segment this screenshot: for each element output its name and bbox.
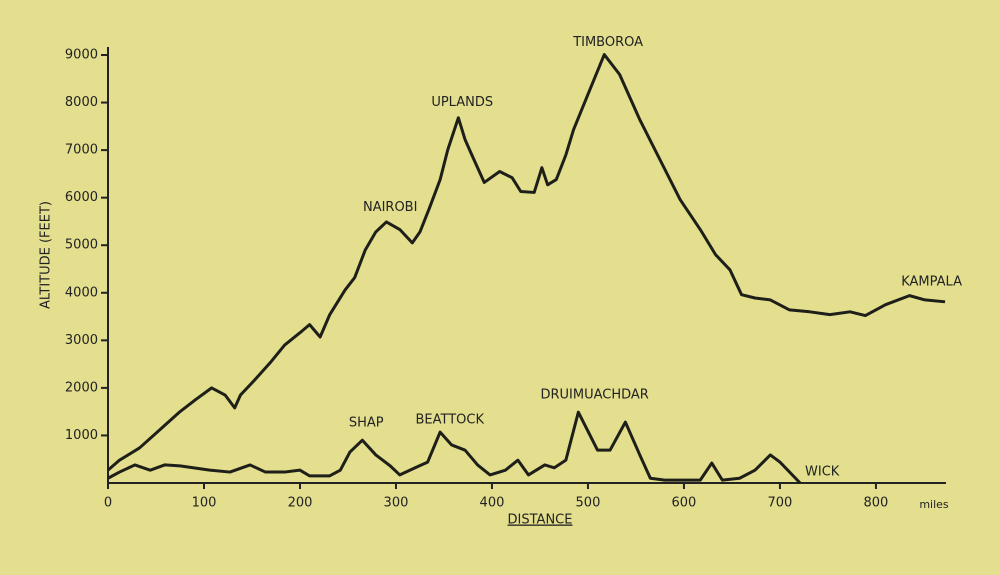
x-tick-label: 300: [384, 496, 409, 511]
y-tick-label: 3000: [65, 333, 98, 348]
y-axis-label: ALTITUDE (FEET): [39, 201, 54, 309]
annotation: SHAP: [349, 416, 384, 431]
y-tick-label: 8000: [65, 95, 98, 110]
annotation: BEATTOCK: [415, 412, 484, 427]
y-tick-label: 4000: [65, 285, 98, 300]
annotation: DRUIMUACHDAR: [540, 388, 648, 403]
y-tick-label: 1000: [65, 428, 98, 443]
line: [107, 410, 802, 485]
annotation: TIMBOROA: [572, 35, 643, 50]
x-tick-label: 0: [104, 496, 112, 511]
x-tick-label: 700: [768, 496, 793, 511]
x-tick-label: 400: [480, 496, 505, 511]
y-tick-label: 6000: [65, 190, 98, 205]
x-unit-label: miles: [919, 498, 949, 511]
y-tick-label: 9000: [65, 48, 98, 63]
x-tick-label: 500: [576, 496, 601, 511]
x-tick-label: 600: [672, 496, 697, 511]
x-tick-label: 800: [864, 496, 889, 511]
annotation: KAMPALA: [901, 274, 962, 289]
y-tick-label: 5000: [65, 238, 98, 253]
x-axis-label: DISTANCE: [508, 513, 573, 528]
y-tick-label: 7000: [65, 143, 98, 158]
x-tick-label: 100: [192, 496, 217, 511]
line: [107, 53, 946, 472]
annotation: NAIROBI: [363, 200, 417, 215]
annotation: WICK: [805, 465, 840, 480]
x-tick-label: 200: [288, 496, 313, 511]
y-tick-label: 2000: [65, 380, 98, 395]
annotation: UPLANDS: [431, 95, 493, 110]
